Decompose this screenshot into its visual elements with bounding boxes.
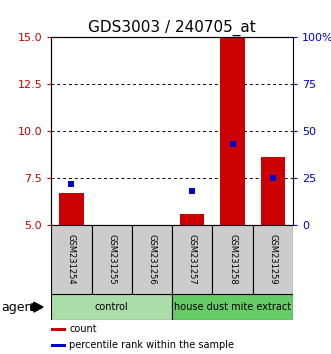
Bar	[261, 157, 285, 225]
Bar	[172, 225, 213, 294]
Bar	[220, 37, 245, 225]
Text: GSM231258: GSM231258	[228, 234, 237, 285]
Bar	[59, 193, 83, 225]
Text: GSM231257: GSM231257	[188, 234, 197, 285]
Bar	[51, 344, 66, 347]
Title: GDS3003 / 240705_at: GDS3003 / 240705_at	[88, 19, 256, 36]
Text: count: count	[69, 324, 97, 334]
Point	[69, 181, 74, 186]
Text: GSM231254: GSM231254	[67, 234, 76, 285]
Text: GSM231259: GSM231259	[268, 234, 277, 285]
Text: percentile rank within the sample: percentile rank within the sample	[69, 340, 234, 350]
Text: control: control	[95, 302, 128, 312]
Point	[270, 175, 275, 181]
Bar	[92, 225, 132, 294]
Bar	[132, 225, 172, 294]
Text: GSM231255: GSM231255	[107, 234, 116, 285]
Bar	[213, 225, 253, 294]
Point	[230, 141, 235, 147]
Bar	[172, 294, 293, 320]
Bar	[51, 294, 172, 320]
Point	[190, 188, 195, 194]
Text: agent: agent	[2, 301, 38, 314]
Bar	[180, 213, 204, 225]
Text: GSM231256: GSM231256	[148, 234, 157, 285]
Text: house dust mite extract: house dust mite extract	[174, 302, 291, 312]
Bar	[51, 225, 92, 294]
Bar	[253, 225, 293, 294]
Bar	[51, 328, 66, 331]
